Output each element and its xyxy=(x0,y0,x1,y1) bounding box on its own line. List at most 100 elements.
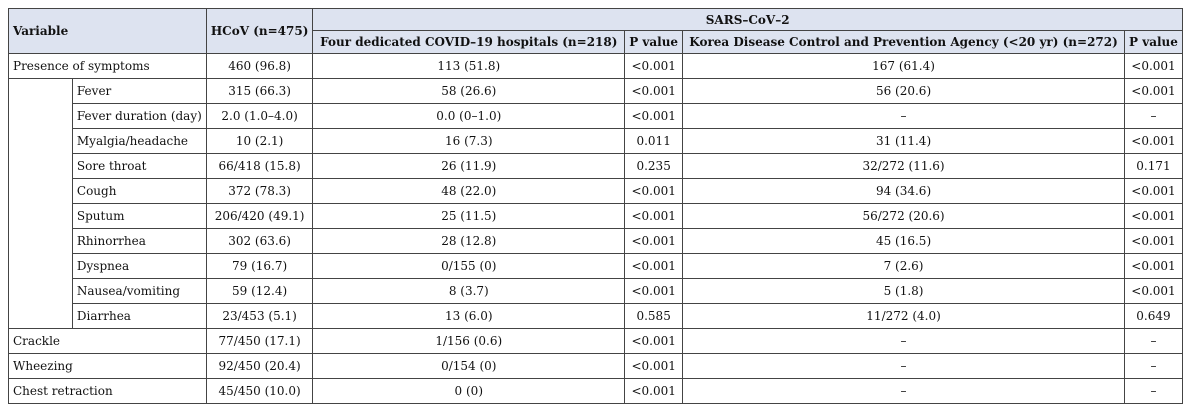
table-row: Nausea/vomiting 59 (12.4) 8 (3.7) <0.001 5 (… xyxy=(8,278,1183,304)
p-value-kdca: <0.001 xyxy=(1123,128,1183,154)
row-label: Wheezing xyxy=(8,353,207,379)
table-row: Fever duration (day) 2.0 (1.0–4.0) 0.0 (0–… xyxy=(8,103,1183,129)
hcov-value: 79 (16.7) xyxy=(205,253,314,279)
p-value-kdca: <0.001 xyxy=(1123,178,1183,204)
p-value-kdca: <0.001 xyxy=(1123,253,1183,279)
hospitals-value: 0/154 (0) xyxy=(312,353,626,379)
hospitals-value: 0.0 (0–1.0) xyxy=(312,103,626,129)
p-value-hospitals: 0.011 xyxy=(624,128,684,154)
kdca-value: 31 (11.4) xyxy=(682,128,1125,154)
p-value-hospitals: <0.001 xyxy=(624,378,684,404)
hospitals-value: 16 (7.3) xyxy=(312,128,626,154)
row-label: Crackle xyxy=(8,328,207,354)
hcov-value: 45/450 (10.0) xyxy=(205,378,314,404)
table-row: Diarrhea 23/453 (5.1) 13 (6.0) 0.585 11/272 … xyxy=(8,303,1183,329)
header-p-value-kdca: P value xyxy=(1123,30,1183,54)
hcov-value: 59 (12.4) xyxy=(205,278,314,304)
p-value-kdca: <0.001 xyxy=(1123,78,1183,104)
header-p-value-hospitals: P value xyxy=(624,30,684,54)
p-value-kdca: <0.001 xyxy=(1123,203,1183,229)
p-value-hospitals: <0.001 xyxy=(624,178,684,204)
hcov-value: 92/450 (20.4) xyxy=(205,353,314,379)
p-value-kdca: 0.649 xyxy=(1123,303,1183,329)
hcov-value: 302 (63.6) xyxy=(205,228,314,254)
table-row: Wheezing 92/450 (20.4) 0/154 (0) <0.001– – xyxy=(8,353,1183,379)
p-value-kdca: – xyxy=(1123,328,1183,354)
hospitals-value: 58 (26.6) xyxy=(312,78,626,104)
table-row: Presence of symptoms 460 (96.8) 113 (51.8)… xyxy=(8,53,1183,79)
kdca-value: – xyxy=(682,328,1125,354)
hospitals-value: 26 (11.9) xyxy=(312,153,626,179)
kdca-value: 56 (20.6) xyxy=(682,78,1125,104)
row-label: Presence of symptoms xyxy=(8,53,207,79)
p-value-kdca: <0.001 xyxy=(1123,278,1183,304)
table-body: Presence of symptoms 460 (96.8) 113 (51.8)… xyxy=(8,53,1183,404)
row-label: Fever xyxy=(71,78,207,104)
p-value-kdca: <0.001 xyxy=(1123,228,1183,254)
table-row: Cough 372 (78.3) 48 (22.0) <0.001 94 (34.6) <… xyxy=(8,178,1183,204)
row-label: Fever duration (day) xyxy=(71,103,207,129)
p-value-hospitals: <0.001 xyxy=(624,228,684,254)
indent-spacer xyxy=(8,78,73,104)
row-label: Myalgia/headache xyxy=(71,128,207,154)
p-value-hospitals: <0.001 xyxy=(624,78,684,104)
header-kdca: Korea Disease Control and Prevention Age… xyxy=(682,30,1125,54)
indent-spacer xyxy=(8,303,73,329)
kdca-value: 56/272 (20.6) xyxy=(682,203,1125,229)
hospitals-value: 13 (6.0) xyxy=(312,303,626,329)
row-label: Sore throat xyxy=(71,153,207,179)
row-label: Diarrhea xyxy=(71,303,207,329)
table-row: Rhinorrhea 302 (63.6) 28 (12.8) <0.001 45 (1… xyxy=(8,228,1183,254)
table-row: Fever 315 (66.3) 58 (26.6) <0.001 56 (20.6) <… xyxy=(8,78,1183,104)
kdca-value: 11/272 (4.0) xyxy=(682,303,1125,329)
indent-spacer xyxy=(8,253,73,279)
table-row: Sore throat 66/418 (15.8) 26 (11.9) 0.235 32… xyxy=(8,153,1183,179)
hcov-value: 315 (66.3) xyxy=(205,78,314,104)
table-container: Variable HCoV (n=475) SARS–CoV–2 Four de… xyxy=(8,8,1183,404)
indent-spacer xyxy=(8,228,73,254)
row-label: Sputum xyxy=(71,203,207,229)
hospitals-value: 113 (51.8) xyxy=(312,53,626,79)
header-hospitals: Four dedicated COVID–19 hospitals (n=218… xyxy=(312,30,626,54)
hospitals-value: 25 (11.5) xyxy=(312,203,626,229)
indent-spacer xyxy=(8,103,73,129)
hospitals-value: 48 (22.0) xyxy=(312,178,626,204)
p-value-hospitals: <0.001 xyxy=(624,103,684,129)
row-label: Chest retraction xyxy=(8,378,207,404)
hospitals-value: 1/156 (0.6) xyxy=(312,328,626,354)
comparison-table: Variable HCoV (n=475) SARS–CoV–2 Four de… xyxy=(8,8,1183,404)
table-row: Chest retraction 45/450 (10.0) 0 (0) <0.001… xyxy=(8,378,1183,404)
kdca-value: 32/272 (11.6) xyxy=(682,153,1125,179)
row-label: Dyspnea xyxy=(71,253,207,279)
row-label: Cough xyxy=(71,178,207,204)
hospitals-value: 0/155 (0) xyxy=(312,253,626,279)
hcov-value: 206/420 (49.1) xyxy=(205,203,314,229)
table-row: Sputum 206/420 (49.1) 25 (11.5) <0.001 56/27… xyxy=(8,203,1183,229)
p-value-kdca: <0.001 xyxy=(1123,53,1183,79)
p-value-hospitals: <0.001 xyxy=(624,203,684,229)
hcov-value: 77/450 (17.1) xyxy=(205,328,314,354)
p-value-hospitals: <0.001 xyxy=(624,328,684,354)
indent-spacer xyxy=(8,128,73,154)
hospitals-value: 28 (12.8) xyxy=(312,228,626,254)
kdca-value: – xyxy=(682,378,1125,404)
hcov-value: 66/418 (15.8) xyxy=(205,153,314,179)
hcov-value: 23/453 (5.1) xyxy=(205,303,314,329)
kdca-value: 7 (2.6) xyxy=(682,253,1125,279)
p-value-kdca: – xyxy=(1123,353,1183,379)
header-variable: Variable xyxy=(8,8,207,54)
p-value-hospitals: <0.001 xyxy=(624,53,684,79)
hcov-value: 372 (78.3) xyxy=(205,178,314,204)
kdca-value: 45 (16.5) xyxy=(682,228,1125,254)
hcov-value: 10 (2.1) xyxy=(205,128,314,154)
row-label: Rhinorrhea xyxy=(71,228,207,254)
hospitals-value: 0 (0) xyxy=(312,378,626,404)
kdca-value: 5 (1.8) xyxy=(682,278,1125,304)
header-hcov: HCoV (n=475) xyxy=(205,8,314,54)
p-value-kdca: – xyxy=(1123,378,1183,404)
p-value-kdca: – xyxy=(1123,103,1183,129)
indent-spacer xyxy=(8,153,73,179)
header-sars-cov-2: SARS–CoV–2 xyxy=(312,8,1183,31)
p-value-hospitals: <0.001 xyxy=(624,253,684,279)
hcov-value: 2.0 (1.0–4.0) xyxy=(205,103,314,129)
